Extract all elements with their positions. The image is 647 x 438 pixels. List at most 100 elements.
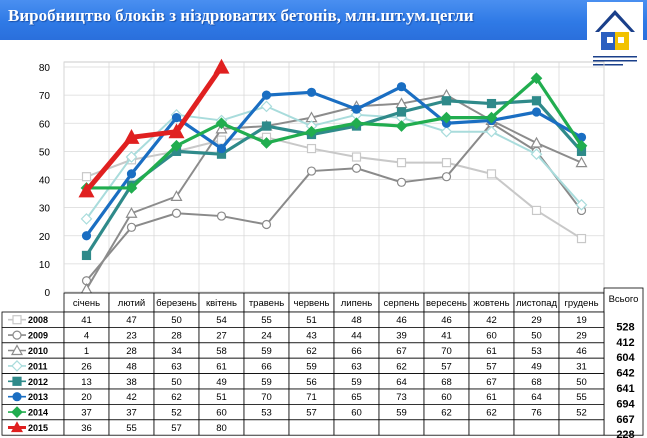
cell-value: 66 [351, 346, 362, 357]
y-tick-label: 0 [44, 288, 50, 299]
cell-value: 52 [576, 408, 587, 419]
total-value: 667 [616, 414, 634, 426]
cell-value: 61 [216, 361, 227, 372]
cell-value: 27 [216, 331, 227, 342]
data-point [351, 163, 362, 173]
cell-value: 31 [576, 361, 587, 372]
series-line-2014 [86, 76, 583, 190]
data-point [125, 151, 138, 163]
cell-value: 59 [351, 377, 362, 388]
data-point [305, 125, 318, 138]
y-tick-label: 20 [39, 232, 51, 243]
data-point [396, 158, 407, 168]
data-table: січень лютий березень квітень травень червень… [1, 287, 644, 438]
data-point [531, 107, 542, 117]
cell-value: 61 [486, 392, 497, 403]
data-point [531, 205, 542, 216]
cell-value: 62 [306, 346, 317, 357]
table-cell [558, 419, 605, 436]
legend-label: 2008 [28, 315, 48, 325]
y-tick-label: 80 [39, 63, 51, 74]
cell-value: 67 [486, 377, 497, 388]
data-point [81, 231, 92, 241]
legend-label: 2015 [28, 423, 48, 433]
data-point [216, 143, 227, 154]
cell-value: 59 [261, 377, 272, 388]
cell-value: 59 [261, 346, 272, 357]
series-line-2012 [85, 99, 583, 257]
cell-value: 61 [486, 346, 497, 357]
cell-value: 26 [81, 361, 92, 372]
total-column [603, 287, 644, 436]
legend-marker [11, 406, 23, 418]
y-tick-label: 30 [39, 204, 51, 215]
series-line-2010 [85, 94, 582, 290]
data-point [170, 190, 183, 201]
data-point [530, 136, 543, 148]
category-label: травень [249, 298, 284, 309]
legend-label: 2011 [28, 361, 48, 371]
cell-value: 53 [531, 346, 542, 357]
cell-value: 39 [396, 331, 407, 342]
data-point [216, 211, 227, 221]
total-value: 604 [616, 352, 635, 364]
legend-label: 2012 [28, 377, 48, 387]
legend-marker [10, 344, 24, 356]
cell-value: 60 [486, 331, 497, 342]
cell-value: 65 [351, 392, 362, 403]
data-point [261, 121, 272, 131]
data-point [575, 139, 588, 152]
series-line-2013 [85, 85, 583, 237]
data-point [530, 148, 543, 161]
data-point [576, 233, 587, 244]
data-point [81, 172, 92, 182]
data-point [78, 182, 95, 198]
data-point [260, 137, 273, 149]
legend-marker [10, 421, 24, 433]
data-point [351, 104, 362, 114]
cell-value: 62 [171, 392, 182, 403]
cell-value: 60 [216, 408, 227, 419]
page-title: Виробництво блоків з ніздрюватих бетонів… [8, 6, 474, 25]
cell-value: 49 [531, 361, 542, 372]
cell-value: 20 [81, 392, 92, 403]
series-lines [78, 58, 588, 294]
cell-value: 58 [216, 346, 227, 357]
cell-value: 51 [306, 315, 317, 326]
category-label: лютий [118, 298, 145, 309]
data-point [530, 72, 543, 85]
cell-value: 42 [486, 315, 497, 326]
data-point [80, 213, 93, 225]
cell-value: 53 [261, 408, 272, 419]
total-value: 412 [616, 337, 634, 349]
data-point [80, 282, 93, 294]
title-banner [0, 0, 647, 40]
data-point [215, 117, 228, 130]
data-point [485, 125, 498, 138]
category-label: вересень [426, 298, 467, 309]
series-2013 [81, 82, 587, 241]
cell-value: 37 [126, 408, 137, 419]
category-label: листопад [516, 298, 558, 309]
cell-value: 37 [81, 408, 92, 419]
cell-value: 54 [216, 315, 227, 326]
data-point [441, 158, 452, 168]
legend-marker [12, 315, 22, 325]
cell-value: 50 [531, 331, 542, 342]
cell-value: 13 [81, 377, 92, 388]
total-value: 228 [616, 429, 634, 438]
y-tick-label: 50 [39, 147, 51, 158]
data-point [440, 125, 453, 138]
legend-marker [11, 360, 23, 372]
cell-value: 70 [261, 392, 272, 403]
table-cell [468, 419, 515, 436]
table-cell [513, 419, 560, 436]
series-2015 [78, 58, 230, 198]
data-point [126, 169, 137, 179]
cell-value: 55 [126, 423, 137, 434]
cell-value: 70 [441, 346, 452, 357]
cell-value: 64 [396, 377, 407, 388]
data-point [261, 90, 272, 100]
cell-value: 55 [261, 315, 272, 326]
